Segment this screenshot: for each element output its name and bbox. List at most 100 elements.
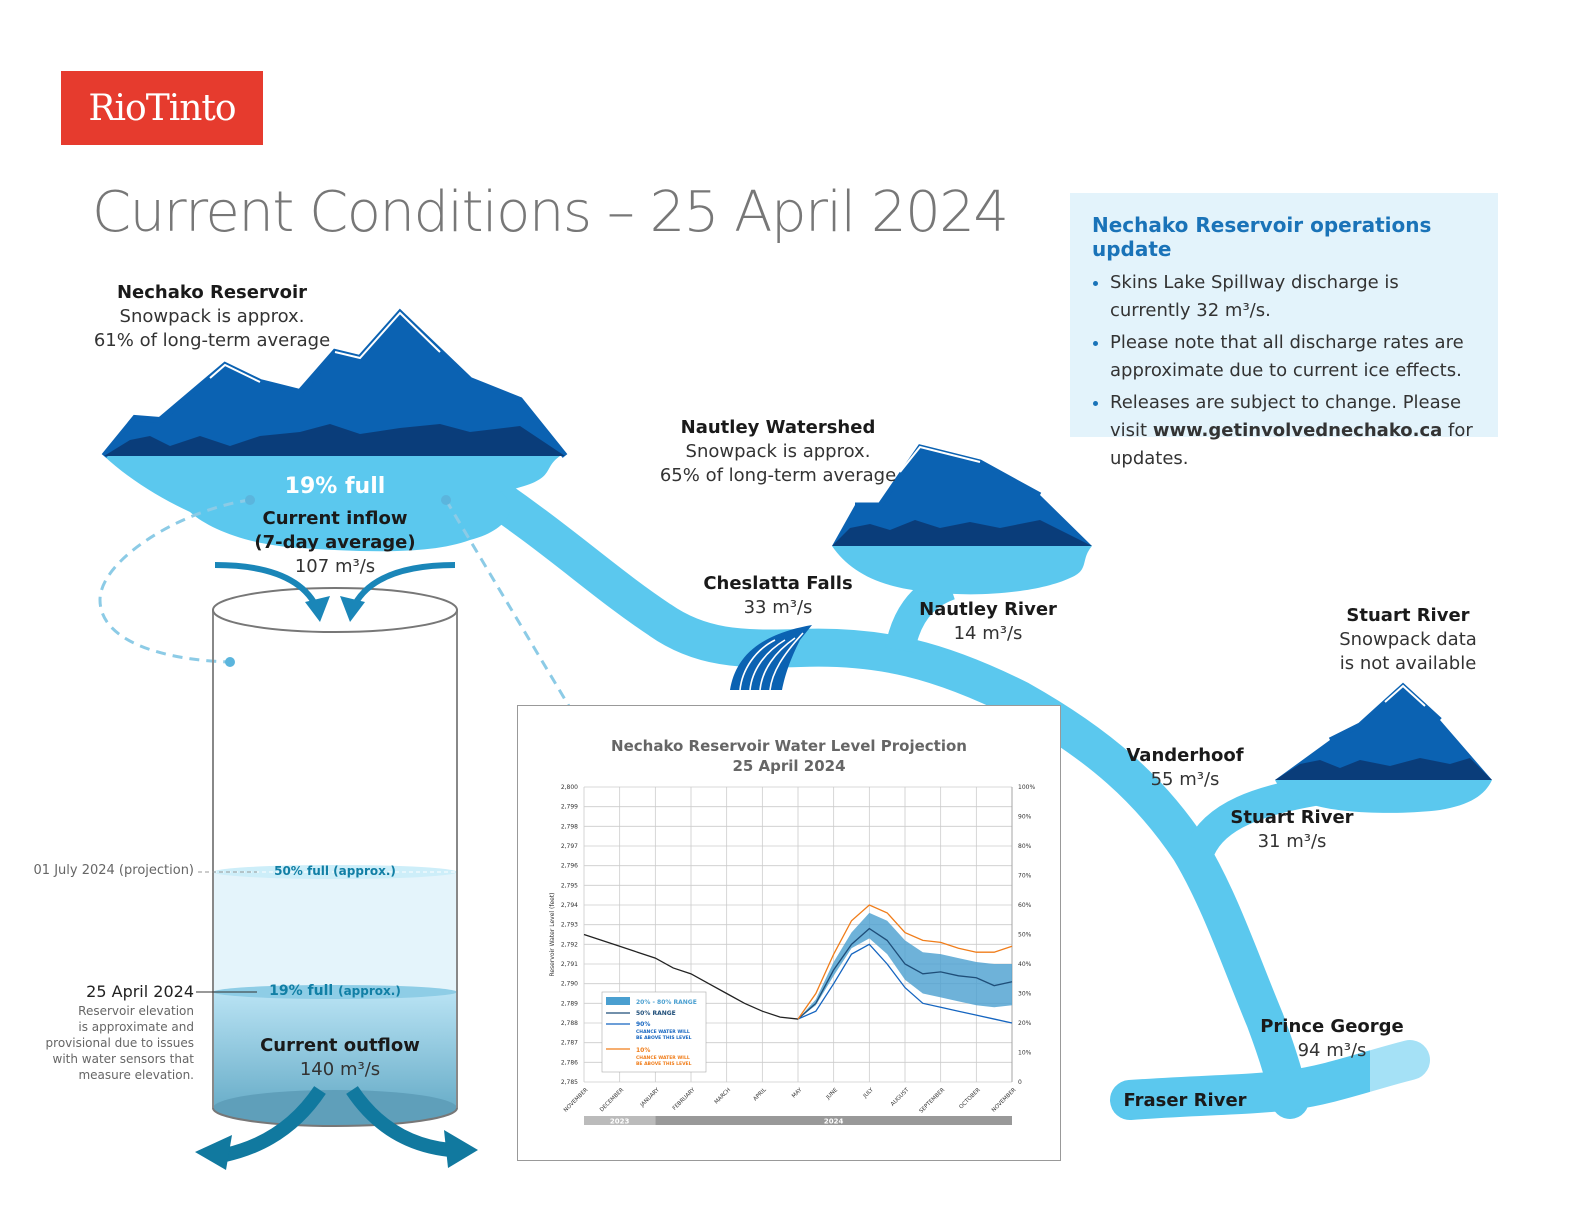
y-tick-label: 2,797 [561,843,578,850]
nautley-mountain [832,447,1092,546]
nechako-lake [104,456,560,552]
y2-tick-label: 60% [1018,902,1032,909]
operations-update-panel: Nechako Reservoir operations update Skin… [1070,193,1498,469]
update-item: Skins Lake Spillway discharge is current… [1110,269,1478,325]
series-line [797,943,1013,1024]
legend-box [601,991,707,1073]
legend-label-p90: CHANCE WATER WILL [636,1029,690,1035]
reservoir-tank [212,587,458,1127]
y2-tick-label: 40% [1018,961,1032,968]
current-date-label: 25 April 2024 [86,982,194,1001]
stuart-mountain [1275,686,1492,780]
y-tick-label: 2,798 [561,823,578,830]
current-inflow-label: Current inflow (7-day average) 107 m³/s [254,508,416,577]
y-tick-label: 2,789 [561,1000,578,1007]
y2-tick-label: 70% [1018,873,1032,880]
nechako-mountain [104,313,565,456]
rio-tinto-logo: RioTinto [61,71,263,145]
current-level-label: 19% full (approx.) [269,983,401,999]
projection-date-label: 01 July 2024 (projection) [33,863,194,878]
y-tick-label: 2,794 [561,902,578,909]
getinvolved-link[interactable]: www.getinvolvednechako.ca [1152,420,1443,441]
outflow-arrows-icon [223,1086,451,1162]
fraser-river-channel [1110,1040,1430,1120]
y2-tick-label: 90% [1018,814,1032,821]
nechako-river [451,461,1309,1119]
y-tick-label: 2,795 [561,882,578,889]
x-tick-label: FEBRUARY [672,1087,697,1112]
y-tick-label: 2,791 [561,961,578,968]
legend-label-p90: 90% [636,1021,650,1028]
legend-label-p50: 50% RANGE [636,1010,676,1017]
y2-tick-label: 10% [1018,1050,1032,1057]
nautley-watershed-label: Nautley Watershed Snowpack is approx. 65… [659,417,897,486]
y-tick-label: 2,785 [561,1079,578,1086]
y-tick-label: 2,788 [561,1020,578,1027]
legend-label-p10: CHANCE WATER WILL [636,1055,690,1061]
year-bar-2023 [584,1116,656,1125]
update-item: Please note that all discharge rates are… [1110,329,1478,385]
series-line [797,904,1013,1020]
y2-tick-label: 30% [1018,991,1032,998]
chart-title: Nechako Reservoir Water Level Projection… [611,737,967,775]
prince-george-label: Prince George 94 m³/s [1260,1016,1404,1061]
y-tick-label: 2,796 [561,863,578,870]
series-line [583,933,799,1020]
x-tick-label: JUNE [825,1087,840,1102]
y-tick-label: 2,800 [561,784,578,791]
y2-tick-label: 50% [1018,932,1032,939]
elevation-note: Reservoir elevation is approximate and p… [45,1004,194,1082]
chart-plot: 2,800 2,799 2,798 2,797 2,796 2,795 2,794 2,793… [549,784,1035,1126]
fraser-river-label: Fraser River [1123,1090,1247,1111]
y-axis-label: Reservoir Water Level (feet) [549,892,556,976]
x-tick-label: MARCH [714,1087,732,1105]
nautley-river-label: Nautley River 14 m³/s [919,599,1057,644]
x-tick-label: JULY [862,1087,875,1100]
legend-label-range: 20% - 80% RANGE [636,999,697,1006]
nautley-lake [832,546,1092,595]
y-tick-label: 2,792 [561,941,578,948]
projection-level-label: 50% full (approx.) [274,864,396,878]
year-label-2024: 2024 [824,1118,844,1126]
year-bar-2024 [655,1116,1012,1125]
y-tick-label: 2,786 [561,1059,578,1066]
stuart-watershed-label: Stuart River Snowpack data is not availa… [1339,605,1477,674]
x-tick-label: AUGUST [890,1087,911,1108]
vanderhoof-label: Vanderhoof 55 m³/s [1126,745,1244,790]
legend-label-p10: BE ABOVE THIS LEVEL [636,1061,692,1067]
series-line [797,927,1013,1020]
y2-tick-label: 80% [1018,843,1032,850]
update-item: Releases are subject to change. Please v… [1110,389,1478,473]
range-band [798,912,1012,1020]
x-tick-label: NOVEMBER [563,1087,590,1114]
operations-update-list: Skins Lake Spillway discharge is current… [1092,269,1478,473]
stuart-river-label: Stuart River 31 m³/s [1230,807,1354,852]
y-tick-label: 2,793 [561,922,578,929]
nechako-reservoir-label: Nechako Reservoir Snowpack is approx. 61… [93,282,331,351]
y2-tick-label: 0 [1018,1079,1022,1086]
x-tick-label: NOVEMBER [991,1087,1018,1114]
year-label-2023: 2023 [610,1118,630,1126]
waterfall-icon [730,625,812,691]
x-tick-label: OCTOBER [958,1087,981,1110]
legend-swatch-range [606,997,630,1005]
operations-update-heading: Nechako Reservoir operations update [1092,213,1432,261]
x-tick-label: APRIL [752,1087,768,1103]
water-level-chart: Nechako Reservoir Water Level Projection… [517,705,1061,1161]
stuart-lake [1275,780,1492,813]
current-outflow-label: Current outflow 140 m³/s [260,1035,420,1080]
nechako-fill-level: 19% full [284,474,386,499]
legend-label-p10: 10% [636,1047,650,1054]
page-title: Current Conditions – 25 April 2024 [92,180,1009,245]
y-tick-label: 2,787 [561,1040,578,1047]
x-tick-label: SEPTEMBER [919,1087,947,1115]
y-tick-label: 2,799 [561,804,578,811]
y2-tick-label: 100% [1018,784,1035,791]
y-tick-label: 2,790 [561,981,578,988]
legend-label-p90: BE ABOVE THIS LEVEL [636,1035,692,1041]
y2-tick-label: 20% [1018,1020,1032,1027]
x-tick-label: DECEMBER [599,1087,625,1113]
x-tick-label: MAY [791,1087,804,1100]
cheslatta-falls-label: Cheslatta Falls 33 m³/s [703,573,853,618]
